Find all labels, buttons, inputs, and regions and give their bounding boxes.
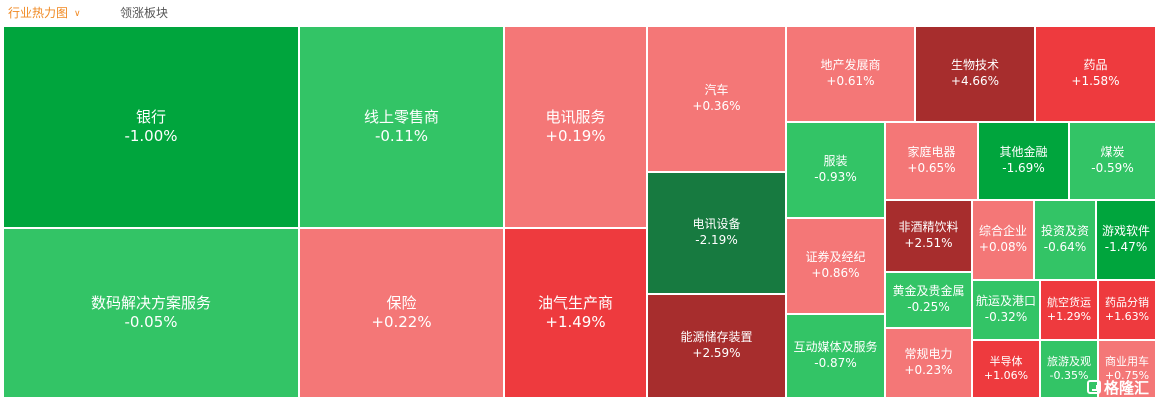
tab-industry-heatmap[interactable]: 行业热力图 ∨ (8, 5, 81, 22)
tab-leading-sectors[interactable]: 领涨板块 (120, 5, 168, 21)
heatmap-cell[interactable]: 煤炭 -0.59% (1069, 122, 1156, 200)
heatmap-cell[interactable]: 药品分销 +1.63% (1098, 280, 1156, 340)
sector-name: 黄金及贵金属 (892, 284, 965, 299)
sector-change: -0.64% (1043, 240, 1087, 254)
heatmap-cell[interactable]: 电讯设备 -2.19% (647, 172, 786, 294)
sector-name: 汽车 (704, 83, 729, 98)
heatmap-cell[interactable]: 商业用车 +0.75% (1098, 340, 1156, 398)
tab-bar: 行业热力图 ∨ 领涨板块 (0, 0, 1159, 26)
sector-change: +1.63% (1104, 310, 1150, 323)
sector-change: -1.00% (124, 127, 178, 145)
sector-change: -0.11% (374, 127, 429, 145)
sector-name: 地产发展商 (820, 58, 881, 73)
sector-change: -0.25% (907, 300, 950, 314)
sector-name: 综合企业 (978, 224, 1027, 239)
sector-change: -0.59% (1091, 161, 1134, 175)
sector-name: 煤炭 (1100, 145, 1125, 160)
heatmap-cell[interactable]: 航空货运 +1.29% (1040, 280, 1098, 340)
heatmap-cell[interactable]: 家庭电器 +0.65% (885, 122, 978, 200)
sector-name: 保险 (386, 293, 417, 312)
heatmap-cell[interactable]: 服装 -0.93% (786, 122, 885, 218)
heatmap-cell[interactable]: 地产发展商 +0.61% (786, 26, 915, 122)
sector-change: +1.49% (545, 313, 606, 331)
heatmap-cell[interactable]: 生物技术 +4.66% (915, 26, 1035, 122)
sector-name: 旅游及观 (1047, 354, 1091, 368)
sector-change: +0.22% (371, 313, 432, 331)
sector-change: +0.23% (904, 363, 953, 377)
heatmap-cell[interactable]: 线上零售商 -0.11% (299, 26, 504, 228)
sector-change: +1.29% (1046, 310, 1092, 323)
sector-name: 家庭电器 (907, 145, 956, 160)
heatmap-cell[interactable]: 汽车 +0.36% (647, 26, 786, 172)
sector-name: 半导体 (989, 354, 1023, 368)
sector-change: -0.32% (984, 310, 1028, 324)
sector-name: 药品 (1083, 58, 1108, 73)
heatmap-cell[interactable]: 保险 +0.22% (299, 228, 504, 398)
sector-name: 游戏软件 (1101, 224, 1150, 239)
sector-name: 服装 (823, 154, 848, 169)
sector-name: 生物技术 (950, 58, 999, 73)
sector-name: 证券及经纪 (805, 250, 866, 265)
sector-name: 互动媒体及服务 (793, 340, 878, 355)
sector-change: -0.05% (124, 313, 178, 331)
heatmap-cell[interactable]: 互动媒体及服务 -0.87% (786, 314, 885, 398)
heatmap-cell[interactable]: 常规电力 +0.23% (885, 328, 972, 398)
chevron-down-icon[interactable]: ∨ (74, 9, 81, 19)
sector-name: 投资及资 (1040, 224, 1089, 239)
heatmap-cell[interactable]: 航运及港口 -0.32% (972, 280, 1040, 340)
sector-name: 油气生产商 (537, 293, 613, 312)
sector-change: -0.35% (1049, 369, 1089, 382)
sector-name: 药品分销 (1105, 295, 1149, 309)
heatmap-cell[interactable]: 投资及资 -0.64% (1034, 200, 1096, 280)
sector-change: +0.08% (978, 240, 1028, 254)
sector-name: 商业用车 (1105, 354, 1149, 368)
heatmap-cell[interactable]: 证券及经纪 +0.86% (786, 218, 885, 314)
sector-name: 常规电力 (904, 347, 953, 362)
sector-change: +0.36% (692, 99, 741, 113)
heatmap-cell[interactable]: 半导体 +1.06% (972, 340, 1040, 398)
heatmap-cell[interactable]: 非酒精饮料 +2.51% (885, 200, 972, 272)
sector-name: 航空货运 (1047, 295, 1091, 309)
sector-name: 能源储存装置 (680, 330, 753, 345)
heatmap-cell[interactable]: 黄金及贵金属 -0.25% (885, 272, 972, 328)
sector-change: +1.58% (1071, 74, 1120, 88)
sector-name: 银行 (135, 107, 166, 126)
heatmap-cell[interactable]: 数码解决方案服务 -0.05% (3, 228, 299, 398)
sector-name: 电讯服务 (545, 107, 606, 126)
sector-change: +2.51% (904, 236, 953, 250)
sector-name: 非酒精饮料 (898, 220, 959, 235)
heatmap-cell[interactable]: 游戏软件 -1.47% (1096, 200, 1156, 280)
heatmap-cell[interactable]: 能源储存装置 +2.59% (647, 294, 786, 398)
sector-name: 其他金融 (999, 145, 1048, 160)
sector-change: +0.61% (826, 74, 875, 88)
sector-change: -1.47% (1104, 240, 1148, 254)
sector-name: 电讯设备 (692, 217, 741, 232)
heatmap-cell[interactable]: 其他金融 -1.69% (978, 122, 1069, 200)
tab-industry-heatmap-label: 行业热力图 (8, 6, 69, 20)
sector-change: +0.65% (907, 161, 956, 175)
sector-name: 航运及港口 (975, 294, 1036, 309)
sector-change: +0.19% (545, 127, 606, 145)
tab-leading-sectors-label: 领涨板块 (120, 6, 169, 20)
sector-name: 线上零售商 (363, 107, 439, 126)
heatmap-cell[interactable]: 旅游及观 -0.35% (1040, 340, 1098, 398)
sector-change: -2.19% (695, 233, 738, 247)
sector-change: +2.59% (692, 346, 741, 360)
sector-change: -0.87% (814, 356, 857, 370)
heatmap-cell[interactable]: 油气生产商 +1.49% (504, 228, 647, 398)
sector-name: 数码解决方案服务 (90, 293, 211, 312)
heatmap-cell[interactable]: 电讯服务 +0.19% (504, 26, 647, 228)
sector-change: -1.69% (1002, 161, 1045, 175)
sector-change: +0.75% (1104, 369, 1150, 382)
heatmap-cell[interactable]: 银行 -1.00% (3, 26, 299, 228)
sector-change: +4.66% (950, 74, 1000, 88)
sector-change: -0.93% (814, 170, 857, 184)
heatmap-cell[interactable]: 药品 +1.58% (1035, 26, 1156, 122)
sector-change: +1.06% (983, 369, 1029, 382)
sector-change: +0.86% (811, 266, 860, 280)
heatmap-cell[interactable]: 综合企业 +0.08% (972, 200, 1034, 280)
